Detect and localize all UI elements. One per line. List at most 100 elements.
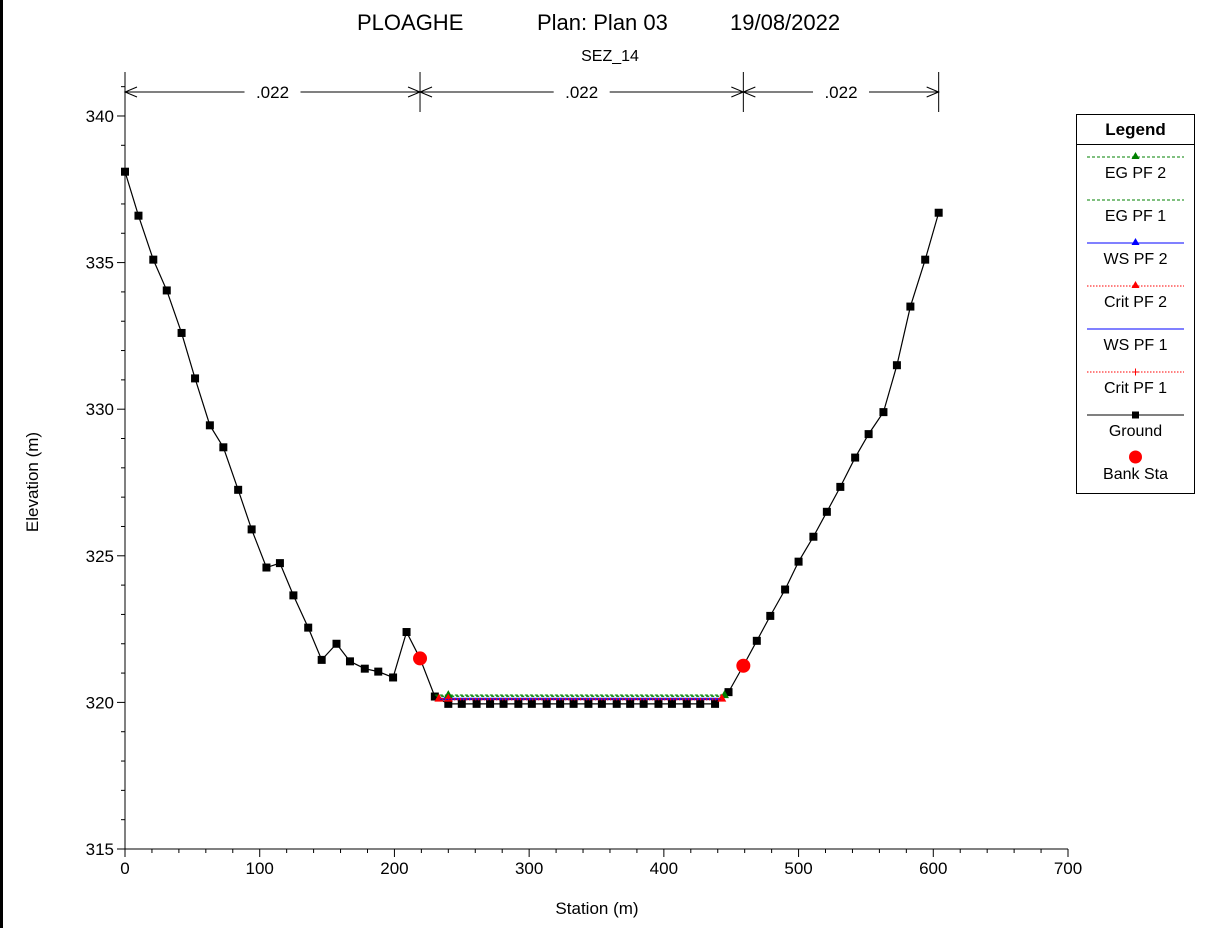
legend-symbol	[1087, 328, 1184, 330]
legend-label: Bank Sta	[1103, 466, 1168, 483]
legend-item-ws-pf-2: WS PF 2	[1077, 231, 1194, 274]
ground-point	[247, 525, 256, 534]
chart-subtitle: SEZ_14	[581, 48, 639, 65]
legend-item-crit-pf-2: Crit PF 2	[1077, 274, 1194, 317]
ground-point	[219, 443, 228, 452]
legend-symbol	[1087, 199, 1184, 201]
legend-item-bank-sta: Bank Sta	[1077, 446, 1194, 489]
ground-point	[389, 673, 398, 682]
ground-point	[809, 532, 818, 541]
ground-point	[851, 453, 860, 462]
ground-point	[205, 421, 214, 430]
ground-point	[149, 255, 158, 264]
ground-point	[569, 699, 578, 708]
legend-square-marker	[1132, 411, 1139, 419]
chart-title-river: PLOAGHE	[357, 10, 464, 35]
ground-point	[472, 699, 481, 708]
legend-symbol	[1087, 152, 1184, 159]
ground-point	[444, 699, 453, 708]
manning-arrowhead	[123, 86, 138, 98]
chart-title-plan: Plan: Plan 03	[537, 10, 668, 35]
ground-point	[304, 623, 313, 632]
ground-point	[654, 699, 663, 708]
manning-arrowhead	[926, 86, 940, 98]
ground-point	[696, 699, 705, 708]
ground-point	[752, 636, 761, 645]
y-tick-label: 315	[86, 840, 114, 859]
legend-symbol	[1087, 281, 1184, 288]
legend-label: WS PF 2	[1103, 251, 1168, 268]
bank-station-series	[413, 651, 751, 673]
chart-title-date: 19/08/2022	[730, 10, 841, 35]
manning-arrowhead	[742, 86, 756, 98]
ground-point	[402, 628, 411, 637]
manning-arrowhead	[418, 86, 433, 98]
y-axis-label: Elevation (m)	[23, 432, 42, 532]
ground-point	[822, 507, 831, 516]
ground-point	[360, 664, 369, 673]
ground-point	[724, 688, 733, 697]
legend-label: EG PF 2	[1104, 165, 1167, 182]
ground-point	[639, 699, 648, 708]
ground-point	[486, 699, 495, 708]
legend-item-eg-pf-1: EG PF 1	[1077, 188, 1194, 231]
x-tick-label: 600	[919, 859, 947, 878]
y-tick-label: 335	[86, 254, 114, 273]
window-left-border	[0, 0, 3, 928]
ground-point	[864, 430, 873, 439]
ground-point	[766, 611, 775, 620]
ground-point	[134, 211, 143, 220]
ground-point	[317, 655, 326, 664]
legend-label: Crit PF 1	[1103, 380, 1168, 397]
manning-n-label: .022	[824, 83, 857, 102]
ground-point	[191, 374, 200, 383]
ground-point	[921, 255, 930, 264]
ground-point	[667, 699, 676, 708]
legend-symbol	[1087, 368, 1184, 376]
ground-point	[682, 699, 691, 708]
x-tick-label: 300	[515, 859, 543, 878]
legend-symbol	[1087, 238, 1184, 245]
ground-point	[597, 699, 606, 708]
plot-axes: 315 320 325 330 335 340 0 100 200 300 400 500 600 700	[86, 72, 1082, 878]
legend-item-eg-pf-2: EG PF 2	[1077, 145, 1194, 188]
legend-circle-marker	[1129, 450, 1142, 464]
ground-point	[430, 692, 439, 701]
ground-point	[836, 482, 845, 491]
legend-label: WS PF 1	[1103, 337, 1168, 354]
bank-station-point	[736, 658, 751, 673]
legend-box: Legend EG PF 2 EG PF 1 WS PF 2 Crit PF 2 WS …	[1076, 114, 1195, 494]
legend-label: EG PF 1	[1104, 208, 1167, 225]
ground-point	[345, 657, 354, 666]
bank-station-point	[413, 651, 428, 666]
ground-series	[121, 167, 943, 708]
water-surface-series	[434, 690, 729, 702]
ground-point	[794, 557, 803, 566]
ground-point	[499, 699, 508, 708]
ground-line	[124, 171, 940, 705]
manning-n-label: .022	[256, 83, 289, 102]
ground-point	[162, 286, 171, 295]
ground-point	[584, 699, 593, 708]
ground-point	[892, 361, 901, 370]
ground-point	[121, 167, 129, 176]
ground-point	[332, 639, 341, 648]
legend-item-ws-pf-1: WS PF 1	[1077, 317, 1194, 360]
legend-item-ground: Ground	[1077, 403, 1194, 446]
ground-point	[556, 699, 565, 708]
ground-point	[934, 208, 943, 217]
ground-point	[262, 563, 271, 572]
y-tick-label: 325	[86, 547, 114, 566]
y-tick-label: 330	[86, 400, 114, 419]
ground-point	[626, 699, 635, 708]
x-tick-label: 100	[246, 859, 274, 878]
ground-point	[906, 302, 915, 311]
ground-point	[711, 699, 720, 708]
legend-triangle-marker	[1131, 152, 1140, 159]
legend-symbol	[1087, 411, 1184, 419]
legend-symbol	[1129, 450, 1142, 464]
ground-point	[289, 591, 298, 600]
ground-point	[612, 699, 621, 708]
